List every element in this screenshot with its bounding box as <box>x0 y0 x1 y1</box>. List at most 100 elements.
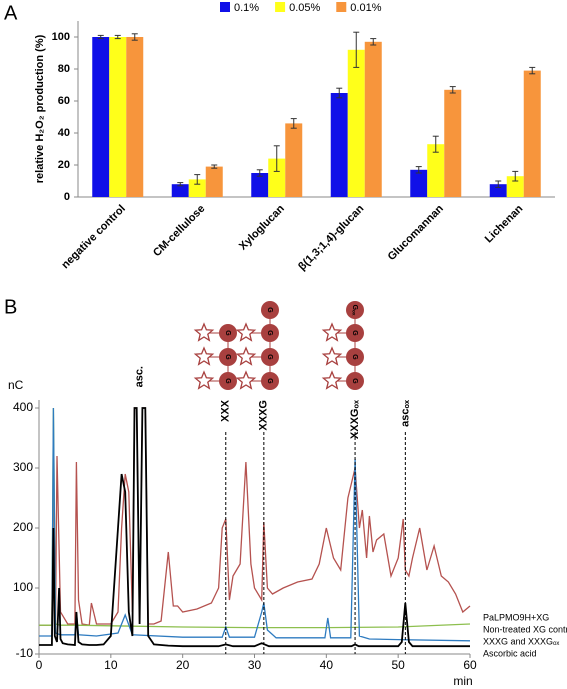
error-bar <box>353 31 360 68</box>
x-tick-label: Glucomannan <box>386 202 447 263</box>
legend-label: PaLPMO9H+XG <box>483 612 549 622</box>
bar <box>410 169 428 197</box>
error-bar <box>449 86 456 94</box>
glucose-symbol <box>346 372 364 390</box>
bar <box>330 93 348 197</box>
series-line <box>39 407 471 626</box>
y-axis-label: relative H₂O₂ production (%) <box>34 34 46 183</box>
bar <box>171 184 189 197</box>
error-bar <box>211 164 218 169</box>
glucose-symbol <box>219 348 237 366</box>
error-bar <box>177 182 184 187</box>
x-tick-label: Lichenan <box>483 203 526 246</box>
x-tick-label: 60 <box>463 658 477 672</box>
plot-area <box>39 407 471 648</box>
error-bar <box>512 170 519 182</box>
annotation: XXXGₒₓ <box>349 399 361 439</box>
bar <box>364 41 382 197</box>
error-bar <box>432 135 439 153</box>
bar <box>285 123 303 197</box>
annotation: XXX <box>220 399 232 422</box>
glucose-label: G <box>266 378 273 384</box>
xylose-symbol <box>235 370 257 390</box>
glucose-label: Gₒₓ <box>351 305 358 316</box>
y-tick-label: 100 <box>13 580 33 594</box>
bar <box>205 166 223 197</box>
xylose-symbol <box>235 346 257 366</box>
glucose-label: G <box>266 330 273 336</box>
y-tick-label: 40 <box>58 127 70 139</box>
y-tick-label: 80 <box>58 63 70 75</box>
glucose-symbol <box>346 301 364 319</box>
error-bar <box>131 33 138 41</box>
bar <box>251 173 269 197</box>
bar <box>347 49 365 197</box>
annotation: XXXG <box>258 400 270 431</box>
error-bar <box>290 118 297 129</box>
legend-label: 0.1% <box>234 2 259 14</box>
glucose-label: G <box>224 330 231 336</box>
xylose-symbol <box>193 370 215 390</box>
y-tick-label: 0 <box>64 191 70 203</box>
y-axis-label: nC <box>8 378 24 392</box>
bar <box>444 89 462 197</box>
xylose-symbol <box>235 322 257 342</box>
bar <box>126 37 144 197</box>
series-line <box>39 407 471 642</box>
error-bar <box>97 34 104 40</box>
x-tick-label: 10 <box>104 658 118 672</box>
error-bar <box>529 66 536 75</box>
xylose-symbol <box>321 346 343 366</box>
y-tick-label: 400 <box>13 400 33 414</box>
legend-label: 0.01% <box>350 2 381 14</box>
legend-label: Ascorbic acid <box>483 648 537 658</box>
x-axis-label: min <box>453 674 472 688</box>
annotation: asc. <box>133 366 145 387</box>
legend-label: 0.05% <box>289 2 320 14</box>
y-tick-label: -10 <box>16 646 34 660</box>
glucose-label: G <box>351 330 358 336</box>
error-bar <box>336 87 343 99</box>
legend-label: Non-treated XG control <box>483 624 567 634</box>
bar <box>109 37 127 197</box>
glucose-label: G <box>266 307 273 313</box>
xylose-symbol <box>321 322 343 342</box>
glucose-label: G <box>266 354 273 360</box>
bar <box>489 184 507 197</box>
bar <box>188 179 206 197</box>
glucose-symbol <box>346 324 364 342</box>
legend-swatch <box>336 2 347 12</box>
annotation: ascₒₓ <box>399 399 411 427</box>
x-tick-label: negative control <box>59 203 128 272</box>
legend-swatch <box>220 2 230 12</box>
glucose-label: G <box>351 354 358 360</box>
xylose-symbol <box>321 370 343 390</box>
glucose-symbol <box>219 372 237 390</box>
legend-swatch <box>275 2 286 12</box>
y-tick-label: 200 <box>13 520 33 534</box>
y-tick-label: 100 <box>52 31 70 43</box>
x-tick-label: 50 <box>391 658 405 672</box>
y-tick-label: 60 <box>58 95 70 107</box>
y-tick-label: 300 <box>13 460 33 474</box>
error-bar <box>495 180 502 188</box>
x-tick-label: Xyloglucan <box>237 202 287 252</box>
error-bar <box>370 38 377 46</box>
series-line <box>39 407 470 648</box>
xylose-symbol <box>193 346 215 366</box>
panel-label: A <box>4 2 18 24</box>
error-bar <box>256 169 263 177</box>
glucose-label: G <box>224 378 231 384</box>
glucose-symbol <box>346 348 364 366</box>
glucose-symbol <box>261 301 279 319</box>
bar <box>506 176 524 197</box>
error-bar <box>415 166 422 174</box>
panel-label: B <box>4 296 17 318</box>
glucose-symbol <box>219 324 237 342</box>
bar <box>268 158 286 197</box>
error-bar <box>114 34 121 40</box>
x-tick-label: 20 <box>176 658 190 672</box>
x-tick-label: β(1,3;1,4)-glucan <box>296 202 366 272</box>
x-tick-label: 30 <box>248 658 262 672</box>
